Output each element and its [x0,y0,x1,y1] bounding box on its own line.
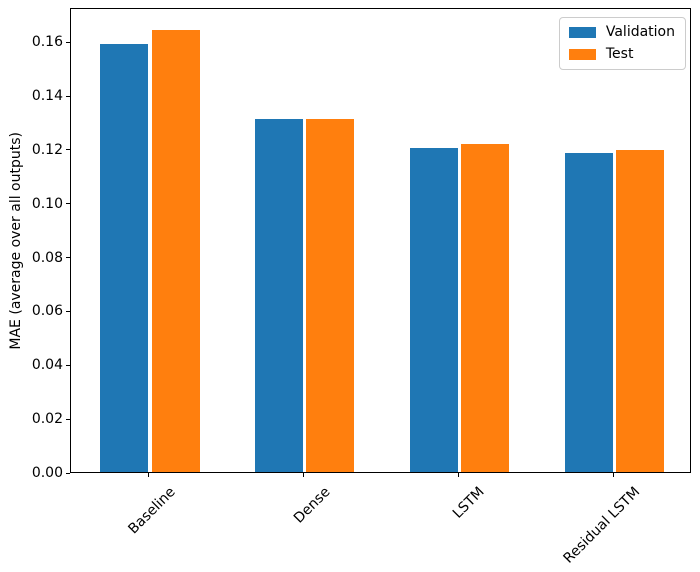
bar-validation-baseline [100,43,149,472]
y-tick-mark [66,310,70,312]
y-tick-mark [66,203,70,205]
legend-item-validation: Validation [568,24,675,40]
bar-test-lstm [461,143,510,472]
x-tick-mark [148,473,150,477]
bar-test-baseline [151,30,200,472]
y-tick-label: 0.12 [31,141,63,158]
y-tick-mark [66,95,70,97]
y-tick-mark [66,149,70,151]
legend-item-test: Test [568,46,675,62]
x-tick-mark [303,473,305,477]
y-tick-label: 0.14 [31,88,63,105]
y-axis-label: MAE (average over all outputs) [8,131,24,350]
x-tick-mark [458,473,460,477]
plot-area [70,8,691,473]
legend: Validation Test [558,17,686,70]
y-tick-label: 0.16 [31,34,63,51]
legend-label-validation: Validation [605,24,675,40]
y-axis-label-wrap: MAE (average over all outputs) [2,8,30,473]
bar-validation-dense [255,119,304,472]
bar-validation-residual-lstm [564,152,613,472]
legend-swatch-validation-icon [568,27,596,38]
y-tick-mark [66,257,70,259]
y-tick-label: 0.04 [31,357,63,374]
y-tick-label: 0.10 [31,195,63,212]
y-tick-mark [66,472,70,474]
bar-validation-lstm [410,147,459,472]
y-tick-label: 0.06 [31,303,63,320]
x-tick-mark [613,473,615,477]
bar-test-dense [306,119,355,472]
legend-swatch-test-icon [568,49,596,60]
x-tick-label-dense: Dense [290,484,334,527]
y-tick-label: 0.02 [31,411,63,428]
x-tick-label-baseline: Baseline [125,484,179,538]
legend-label-test: Test [605,46,634,62]
y-tick-label: 0.08 [31,249,63,266]
bar-test-residual-lstm [616,150,665,472]
x-tick-label-residual-lstm: Residual LSTM [560,484,643,567]
x-tick-label-lstm: LSTM [450,484,489,522]
y-tick-mark [66,41,70,43]
y-tick-mark [66,364,70,366]
y-tick-label: 0.00 [31,465,63,481]
y-tick-mark [66,418,70,420]
